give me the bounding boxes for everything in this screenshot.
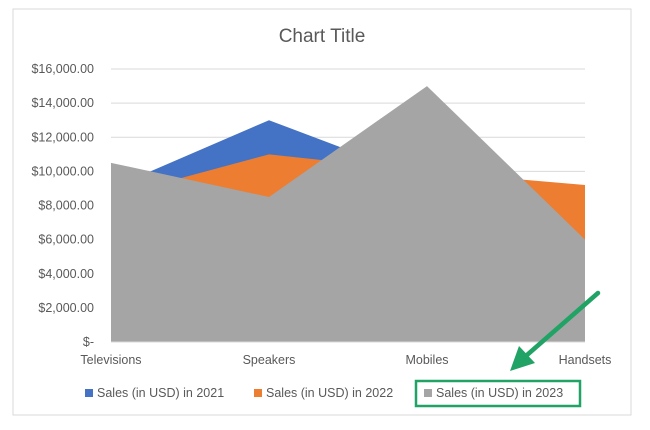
legend-swatch bbox=[424, 389, 432, 397]
legend: Sales (in USD) in 2021 Sales (in USD) in … bbox=[85, 386, 563, 400]
y-tick-label: $12,000.00 bbox=[31, 130, 94, 144]
legend-label: Sales (in USD) in 2023 bbox=[436, 386, 563, 400]
x-tick-label: Mobiles bbox=[405, 353, 448, 367]
x-tick-label: Handsets bbox=[559, 353, 612, 367]
y-tick-label: $4,000.00 bbox=[38, 267, 94, 281]
x-axis-labels: Televisions Speakers Mobiles Handsets bbox=[80, 353, 611, 367]
legend-swatch bbox=[85, 389, 93, 397]
y-tick-label: $16,000.00 bbox=[31, 62, 94, 76]
y-tick-label: $6,000.00 bbox=[38, 233, 94, 247]
series-areas bbox=[111, 86, 585, 342]
legend-swatch bbox=[254, 389, 262, 397]
highlight-box bbox=[414, 379, 582, 408]
arrow-shaft bbox=[524, 290, 601, 358]
y-tick-label: $8,000.00 bbox=[38, 199, 94, 213]
legend-label: Sales (in USD) in 2022 bbox=[266, 386, 393, 400]
y-tick-label: $14,000.00 bbox=[31, 96, 94, 110]
legend-label: Sales (in USD) in 2021 bbox=[97, 386, 224, 400]
x-tick-label: Televisions bbox=[80, 353, 141, 367]
annotation bbox=[414, 290, 601, 408]
x-tick-label: Speakers bbox=[243, 353, 296, 367]
y-tick-label: $2,000.00 bbox=[38, 301, 94, 315]
chart-title: Chart Title bbox=[279, 26, 366, 47]
series-area-3 bbox=[111, 86, 585, 342]
y-tick-label: $10,000.00 bbox=[31, 164, 94, 178]
y-tick-label: $- bbox=[83, 335, 94, 349]
arrow-head bbox=[510, 346, 535, 371]
y-axis-labels: $- $2,000.00 $4,000.00 $6,000.00 $8,000.00 $1… bbox=[31, 62, 94, 349]
